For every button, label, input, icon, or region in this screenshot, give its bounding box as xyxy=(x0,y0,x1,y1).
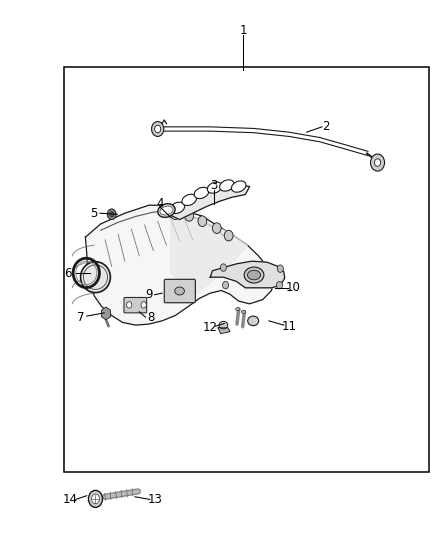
Text: 9: 9 xyxy=(145,288,153,301)
Circle shape xyxy=(198,216,207,227)
Ellipse shape xyxy=(207,182,222,193)
Circle shape xyxy=(224,230,233,241)
Circle shape xyxy=(374,159,381,166)
Polygon shape xyxy=(210,261,285,288)
Text: 13: 13 xyxy=(148,494,163,506)
Ellipse shape xyxy=(219,321,228,329)
Circle shape xyxy=(171,209,180,220)
Ellipse shape xyxy=(182,194,197,206)
Circle shape xyxy=(371,154,385,171)
Text: 6: 6 xyxy=(64,267,72,280)
Polygon shape xyxy=(171,208,247,293)
Circle shape xyxy=(277,265,283,272)
Polygon shape xyxy=(169,184,250,220)
Text: 4: 4 xyxy=(156,197,164,210)
Text: 12: 12 xyxy=(203,321,218,334)
Text: 14: 14 xyxy=(63,494,78,506)
Ellipse shape xyxy=(127,302,132,308)
Text: 10: 10 xyxy=(286,281,301,294)
Text: 7: 7 xyxy=(77,311,85,324)
Polygon shape xyxy=(218,328,230,334)
Circle shape xyxy=(107,209,116,220)
Ellipse shape xyxy=(236,308,240,311)
Ellipse shape xyxy=(248,316,258,326)
Circle shape xyxy=(220,264,226,271)
Text: 1: 1 xyxy=(239,25,247,37)
Ellipse shape xyxy=(219,180,234,191)
FancyBboxPatch shape xyxy=(164,279,195,303)
Polygon shape xyxy=(85,205,274,325)
Bar xyxy=(64,67,429,472)
Circle shape xyxy=(223,281,229,289)
Text: 8: 8 xyxy=(148,311,155,324)
Circle shape xyxy=(92,494,99,504)
Circle shape xyxy=(276,281,283,289)
Ellipse shape xyxy=(170,202,185,214)
Ellipse shape xyxy=(160,206,173,215)
Ellipse shape xyxy=(141,302,146,308)
Ellipse shape xyxy=(241,310,246,313)
Circle shape xyxy=(110,212,114,217)
Ellipse shape xyxy=(247,270,261,280)
Ellipse shape xyxy=(231,181,246,192)
Ellipse shape xyxy=(158,204,175,217)
Text: 11: 11 xyxy=(282,320,297,333)
Ellipse shape xyxy=(175,287,184,295)
FancyBboxPatch shape xyxy=(124,297,147,313)
Circle shape xyxy=(152,122,164,136)
Ellipse shape xyxy=(81,262,110,293)
Circle shape xyxy=(88,490,102,507)
Circle shape xyxy=(185,211,194,221)
Circle shape xyxy=(212,223,221,233)
Text: 2: 2 xyxy=(322,120,330,133)
Text: 3: 3 xyxy=(210,179,217,192)
Text: 5: 5 xyxy=(91,207,98,220)
Circle shape xyxy=(155,125,161,133)
Ellipse shape xyxy=(194,187,209,199)
Ellipse shape xyxy=(244,267,264,283)
